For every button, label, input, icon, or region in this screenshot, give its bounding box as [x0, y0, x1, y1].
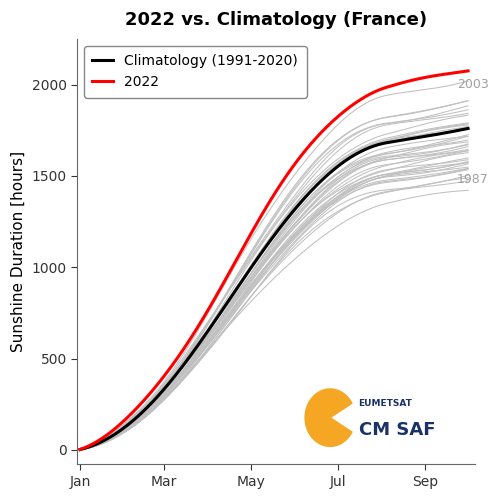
Y-axis label: Sunshine Duration [hours]: Sunshine Duration [hours]: [11, 151, 26, 352]
Title: 2022 vs. Climatology (France): 2022 vs. Climatology (France): [125, 11, 428, 29]
Text: 1987: 1987: [456, 173, 488, 186]
Legend: Climatology (1991-2020), 2022: Climatology (1991-2020), 2022: [84, 46, 306, 98]
Text: 2003: 2003: [456, 78, 488, 90]
